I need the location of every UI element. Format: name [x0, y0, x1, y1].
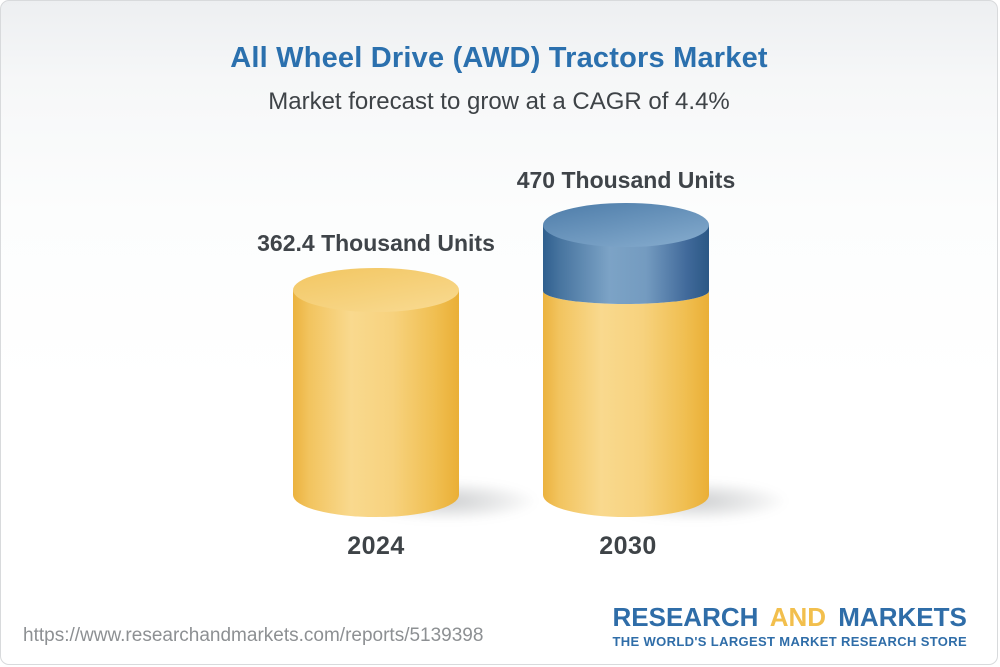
x-axis-label-2030: 2030 [599, 532, 657, 560]
source-url-link[interactable]: https://www.researchandmarkets.com/repor… [23, 625, 484, 646]
page-title: All Wheel Drive (AWD) Tractors Market [230, 42, 768, 74]
logo-wordmark: RESEARCH AND MARKETS [613, 604, 968, 630]
x-axis-label-2024: 2024 [347, 532, 405, 560]
logo-word-markets: MARKETS [838, 602, 967, 632]
researchandmarkets-logo: RESEARCH AND MARKETS THE WORLD'S LARGEST… [613, 604, 968, 649]
logo-word-and: AND [769, 602, 827, 632]
logo-word-research: RESEARCH [612, 602, 759, 632]
value-label-2024: 362.4 Thousand Units [257, 230, 495, 256]
page-subtitle: Market forecast to grow at a CAGR of 4.4… [268, 88, 730, 115]
bar-2030-cylinder [543, 203, 709, 517]
value-label-2030: 470 Thousand Units [516, 167, 736, 193]
bar-2030-growth-segment [543, 225, 709, 304]
bar-2030-base-segment [543, 291, 709, 517]
logo-tagline: THE WORLD'S LARGEST MARKET RESEARCH STOR… [612, 634, 967, 649]
bar-2024-cylinder [293, 268, 459, 517]
